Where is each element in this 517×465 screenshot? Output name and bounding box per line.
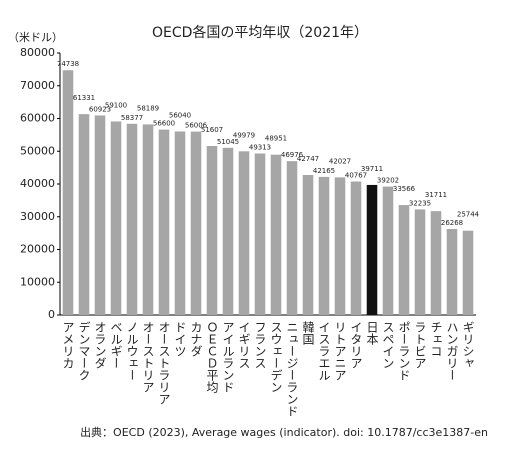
data-label: 25744	[457, 211, 480, 219]
bar	[398, 205, 410, 315]
bar	[174, 131, 186, 315]
bar	[158, 129, 170, 315]
x-tick-label: イタリア	[349, 321, 363, 369]
data-label: 49979	[233, 131, 255, 139]
data-label: 56040	[169, 111, 191, 119]
bar	[270, 154, 282, 315]
bar	[254, 153, 266, 315]
bar	[94, 115, 106, 315]
y-tick-label: 30000	[20, 210, 55, 223]
bar	[286, 161, 298, 315]
bar	[222, 147, 234, 315]
data-label: 51607	[201, 126, 223, 134]
x-tick-label: ニュージーランド	[285, 321, 299, 417]
data-label: 40767	[345, 171, 367, 179]
data-label: 49313	[249, 143, 271, 151]
data-label: 46976	[281, 151, 304, 159]
bar	[190, 131, 202, 315]
data-label: 39202	[377, 177, 399, 185]
data-label: 58189	[137, 104, 159, 112]
x-tick-label: ラトビア	[413, 321, 427, 369]
x-tick-label: チェコ	[429, 321, 443, 357]
data-label: 42027	[329, 157, 351, 165]
bar	[318, 176, 330, 315]
bar	[142, 124, 154, 315]
y-axis-label: （米ドル）	[8, 31, 63, 44]
x-tick-label: オーストラリア	[157, 321, 171, 405]
bar	[382, 186, 394, 315]
y-tick-label: 40000	[20, 177, 55, 190]
bar	[302, 175, 314, 315]
x-tick-label: デンマーク	[77, 321, 91, 381]
source: 出典：OECD (2023), Average wages (indicator…	[80, 425, 488, 439]
data-label: 42165	[313, 167, 335, 175]
data-label: 56600	[153, 120, 175, 128]
data-label: 58377	[121, 114, 143, 122]
x-tick-label: 韓国	[301, 321, 315, 345]
bar	[78, 114, 90, 315]
x-tick-label: イギリス	[237, 321, 251, 369]
bar	[334, 177, 346, 315]
bar	[366, 184, 378, 315]
data-label: 51045	[217, 138, 239, 146]
data-label: 59100	[105, 101, 127, 109]
bar	[430, 211, 442, 315]
x-tick-label: ＯＥＣＤ平均	[205, 321, 219, 394]
x-tick-label: ハンガリー	[445, 321, 459, 381]
y-tick-label: 20000	[20, 243, 55, 256]
x-tick-label: 日本	[365, 321, 379, 346]
y-tick-label: 50000	[20, 144, 55, 157]
data-label: 61331	[73, 94, 95, 102]
x-tick-label: アメリカ	[61, 321, 75, 369]
x-tick-label: カナダ	[189, 321, 203, 357]
bar	[238, 151, 250, 315]
bar	[414, 209, 426, 315]
data-label: 33566	[393, 185, 416, 193]
data-label: 31711	[425, 191, 447, 199]
data-label: 32235	[409, 199, 431, 207]
data-label: 56006	[185, 122, 208, 130]
data-label: 42747	[297, 155, 319, 163]
y-tick-label: 0	[48, 308, 55, 321]
chart-title: OECD各国の平均年収（2021年）	[152, 25, 368, 41]
x-tick-label: リトアニア	[333, 321, 347, 381]
data-label: 60923	[89, 105, 111, 113]
x-tick-label: オランダ	[93, 321, 107, 369]
bar	[462, 230, 474, 315]
bar	[62, 70, 74, 315]
x-tick-label: オーストリア	[141, 321, 155, 393]
y-tick-label: 10000	[20, 275, 55, 288]
x-tick-label: スウェーデン	[269, 321, 283, 393]
bar	[126, 123, 138, 315]
x-tick-label: ベルギー	[109, 321, 123, 369]
y-tick-label: 80000	[20, 46, 55, 59]
x-tick-label: ギリシャ	[461, 321, 475, 369]
bar	[446, 228, 458, 315]
y-tick-label: 70000	[20, 79, 55, 92]
y-tick-label: 60000	[20, 112, 55, 125]
bar	[110, 121, 122, 315]
x-tick-label: ドイツ	[173, 321, 187, 357]
x-tick-label: スペイン	[381, 321, 395, 369]
x-tick-label: ノルウェー	[125, 321, 139, 381]
data-label: 74738	[57, 60, 79, 68]
bar	[206, 145, 218, 315]
x-tick-label: アイルランド	[221, 321, 235, 393]
data-label: 48951	[265, 135, 287, 143]
x-tick-label: フランス	[253, 321, 267, 369]
x-tick-label: ポーランド	[397, 321, 411, 381]
data-label: 39711	[361, 165, 383, 173]
bar	[350, 181, 362, 315]
x-tick-label: イスラエル	[317, 321, 331, 381]
data-label: 26268	[441, 219, 463, 227]
